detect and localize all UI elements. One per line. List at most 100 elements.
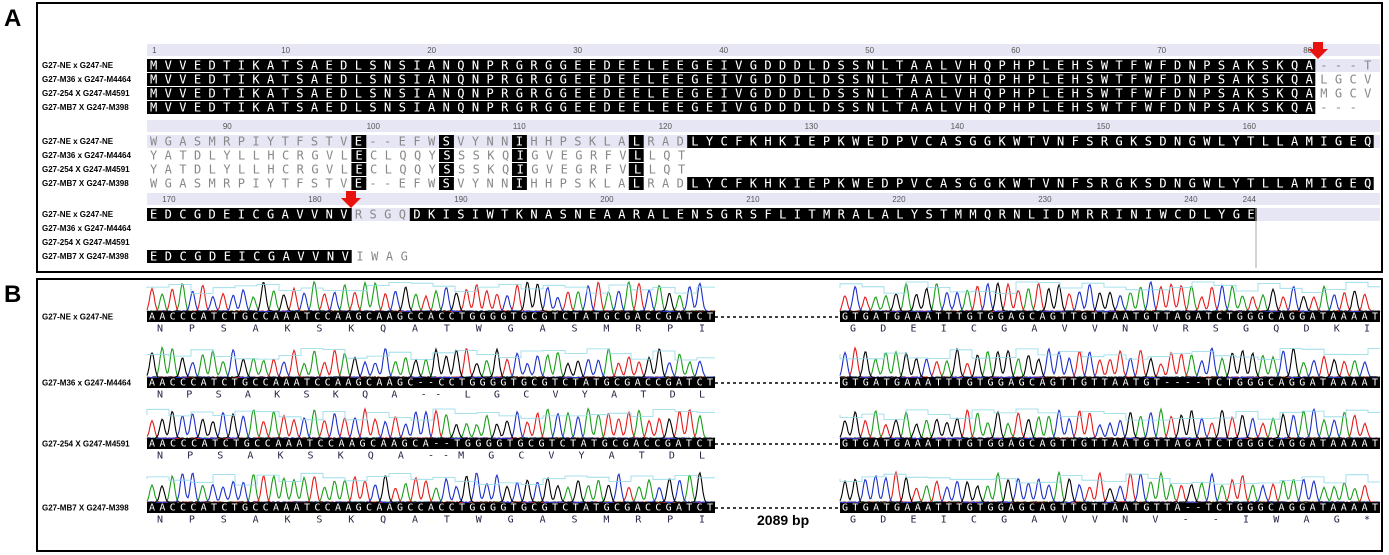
trace — [839, 346, 1381, 379]
residue-highlight — [1271, 73, 1287, 86]
residue-highlight — [643, 73, 659, 86]
residue-highlight — [731, 73, 746, 86]
residue-highlight — [468, 73, 484, 86]
residue-highlight — [891, 87, 907, 100]
residue-highlight — [1183, 101, 1199, 114]
residue-highlight — [1183, 87, 1199, 100]
residue-highlight — [716, 177, 732, 190]
residue-highlight — [190, 73, 206, 86]
residue-highlight — [877, 87, 892, 100]
residue-highlight — [628, 149, 644, 162]
trace — [839, 346, 1381, 379]
residue-highlight — [979, 177, 995, 190]
residue-highlight — [687, 177, 703, 190]
residue-highlight — [512, 163, 527, 176]
residue-highlight — [366, 73, 381, 86]
residue-highlight — [1256, 73, 1272, 86]
residue-highlight — [190, 208, 206, 221]
residue-highlight — [322, 73, 338, 86]
residue-highlight — [351, 149, 367, 162]
residue-highlight — [1125, 73, 1141, 86]
residue-highlight — [1066, 101, 1082, 114]
residue-highlight — [482, 73, 498, 86]
ruler-number: 110 — [513, 122, 526, 131]
residue-highlight — [1052, 177, 1068, 190]
row-label: G27-254 X G247-M4591 — [42, 238, 130, 247]
residue-highlight — [1212, 59, 1228, 72]
dna-bar — [147, 503, 715, 513]
residue-highlight — [205, 101, 221, 114]
ruler-number: 1 — [152, 46, 157, 55]
residue-highlight — [789, 101, 805, 114]
residue-highlight — [1008, 59, 1024, 72]
residue-highlight — [424, 73, 440, 86]
residue-highlight — [497, 101, 513, 114]
residue-highlight — [1008, 208, 1024, 221]
residue-highlight — [964, 59, 980, 72]
residue-highlight — [1008, 87, 1024, 100]
residue-highlight — [1315, 177, 1330, 190]
residue-highlight — [1037, 59, 1053, 72]
residue-highlight — [263, 101, 279, 114]
residue-highlight — [322, 59, 338, 72]
residue-highlight — [234, 87, 250, 100]
ruler-number: 10 — [281, 46, 290, 55]
residue-highlight — [701, 177, 717, 190]
residue-highlight — [920, 73, 936, 86]
residue-highlight — [424, 59, 440, 72]
residue-highlight — [220, 87, 235, 100]
ruler-number: 230 — [1038, 195, 1052, 204]
residue-highlight — [993, 87, 1009, 100]
residue-highlight — [745, 135, 761, 148]
residue-highlight — [1110, 135, 1126, 148]
ruler-number: 90 — [223, 122, 232, 131]
residue-highlight — [336, 208, 352, 221]
residue-highlight — [760, 59, 776, 72]
residue-highlight — [1256, 101, 1272, 114]
residue-highlight — [979, 73, 995, 86]
residue-highlight — [1212, 135, 1228, 148]
residue-highlight — [833, 59, 849, 72]
row-label: G27-M36 x G247-M4464 — [42, 151, 131, 160]
residue-highlight — [512, 135, 527, 148]
residue-highlight — [760, 208, 776, 221]
residue-highlight — [818, 101, 834, 114]
amino-acids: G D E I C G A V V N V R S G Q D K I — [850, 324, 1370, 335]
residue-highlight — [570, 208, 586, 221]
residue-highlight — [1125, 101, 1141, 114]
residue-highlight — [1154, 59, 1170, 72]
residue-highlight — [526, 208, 542, 221]
residue-highlight — [789, 208, 805, 221]
residue-highlight — [1198, 208, 1214, 221]
residue-highlight — [249, 208, 265, 221]
residue-highlight — [731, 208, 746, 221]
residue-highlight — [1023, 177, 1038, 190]
residue-highlight — [818, 135, 834, 148]
residue-highlight — [774, 135, 790, 148]
trace — [146, 281, 716, 313]
residue-highlight — [1198, 87, 1214, 100]
row-label: G27-M36 x G247-M4464 — [42, 224, 131, 233]
residue-highlight — [716, 73, 732, 86]
row-label: G27-NE x G247-NE — [42, 61, 114, 70]
residue-highlight — [628, 59, 644, 72]
residue-highlight — [760, 101, 776, 114]
residue-highlight — [687, 135, 703, 148]
residue-highlight — [614, 73, 630, 86]
residue-highlight — [862, 59, 878, 72]
residue-highlight — [1023, 87, 1038, 100]
residue-highlight — [497, 73, 513, 86]
residue-highlight — [439, 177, 454, 190]
residue-highlight — [1183, 208, 1199, 221]
residue-highlight — [190, 87, 206, 100]
residue-highlight — [1139, 87, 1155, 100]
residue-highlight — [1066, 135, 1082, 148]
ruler-number: 200 — [600, 195, 614, 204]
ruler-number: 170 — [162, 195, 176, 204]
residue-highlight — [234, 59, 250, 72]
residue-highlight — [336, 101, 352, 114]
residue-highlight — [409, 101, 425, 114]
residue-highlight — [1227, 208, 1243, 221]
residue-highlight — [585, 73, 600, 86]
residue-highlight — [570, 73, 586, 86]
